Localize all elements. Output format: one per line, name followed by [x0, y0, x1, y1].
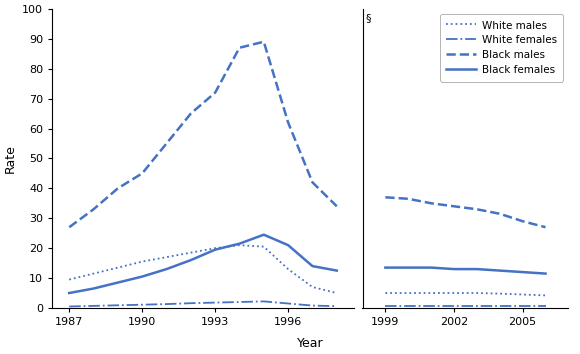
Legend: White males, White females, Black males, Black females: White males, White females, Black males,…: [440, 14, 563, 81]
Text: Year: Year: [297, 337, 324, 350]
Text: §: §: [365, 13, 371, 23]
Y-axis label: Rate: Rate: [3, 144, 17, 173]
